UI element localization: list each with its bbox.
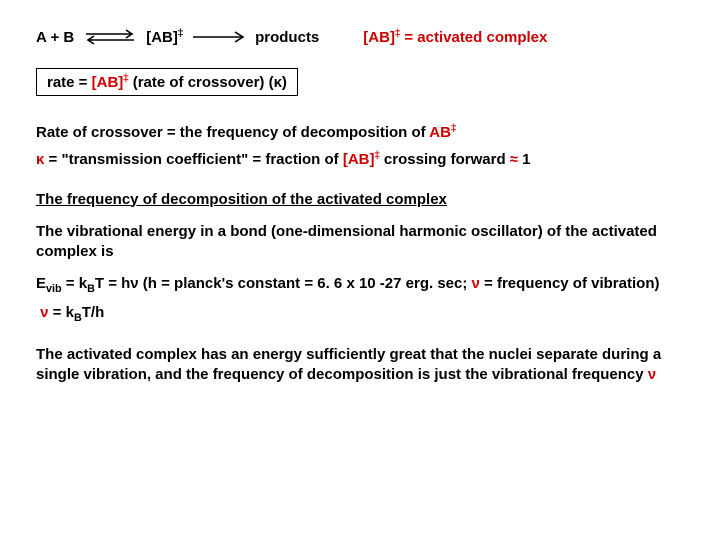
evib-equation: Evib = kBT = hν (h = planck's constant =… <box>36 274 684 297</box>
activated-complex: [AB]‡ <box>146 28 183 46</box>
vibrational-intro: The vibrational energy in a bond (one-di… <box>36 222 684 263</box>
rate-equation-box: rate = [AB]‡ (rate of crossover) (κ) <box>36 68 298 96</box>
crossover-line: Rate of crossover = the frequency of dec… <box>36 122 684 143</box>
frequency-heading: The frequency of decomposition of the ac… <box>36 191 684 208</box>
nu-equation: ν = kBT/h <box>36 303 684 326</box>
final-paragraph: The activated complex has an energy suff… <box>36 345 684 386</box>
reaction-equation: A + B [AB]‡ products [AB]‡ = activated c… <box>36 28 684 46</box>
kappa-line: κ = "transmission coefficient" = fractio… <box>36 149 684 170</box>
reactants: A + B <box>36 29 74 46</box>
equilibrium-arrow <box>82 29 138 45</box>
forward-arrow <box>191 31 247 43</box>
complex-definition: [AB]‡ = activated complex <box>363 28 547 46</box>
products-label: products <box>255 29 319 46</box>
